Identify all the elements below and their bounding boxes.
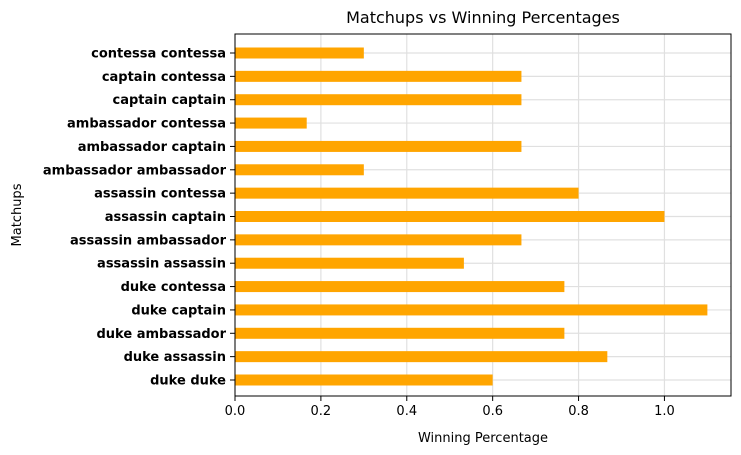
x-tick-label: 0.2 [311,404,332,419]
bar [235,281,565,293]
ticks: 0.0 0.2 0.4 0.6 0.8 1.0 duke duke duke assassin… [43,47,675,420]
y-axis-label: Matchups [10,183,25,246]
y-tick-label: ambassador ambassador [43,163,227,178]
y-tick-label: assassin ambassador [70,233,227,248]
y-tick-label: contessa contessa [91,47,226,62]
bar [235,140,522,152]
x-tick-label: 1.0 [654,404,675,419]
y-tick-label: duke contessa [121,280,226,295]
x-tick-label: 0.6 [482,404,503,419]
bar [235,47,364,59]
x-tick-label: 0.8 [568,404,589,419]
bar [235,304,708,316]
axes [234,33,732,397]
bar [235,187,579,199]
bar [235,164,364,176]
y-tick-label: ambassador contessa [67,117,226,132]
y-tick-label: captain contessa [102,70,226,85]
chart-title: Matchups vs Winning Percentages [346,8,620,27]
bar [235,117,307,129]
bar [235,257,464,269]
bar [235,327,565,339]
y-tick-label: duke ambassador [97,327,227,342]
bars [235,47,708,386]
y-tick-label: duke captain [131,303,226,318]
y-tick-label: assassin captain [105,210,226,225]
y-tick-label: duke duke [150,374,226,389]
y-tick-label: assassin contessa [94,187,226,202]
bar [235,70,522,82]
bar [235,211,665,222]
x-tick-label: 0.4 [396,404,417,419]
y-tick-label: duke assassin [124,350,226,365]
y-tick-label: ambassador captain [78,140,226,155]
x-axis-label: Winning Percentage [418,431,548,446]
bar [235,94,522,106]
plot-frame [234,33,732,397]
bar [235,351,608,363]
y-tick-label: assassin assassin [97,257,226,272]
bar [235,234,522,246]
x-tick-label: 0.0 [225,404,246,419]
y-tick-label: captain captain [113,93,227,108]
bar [235,374,493,386]
